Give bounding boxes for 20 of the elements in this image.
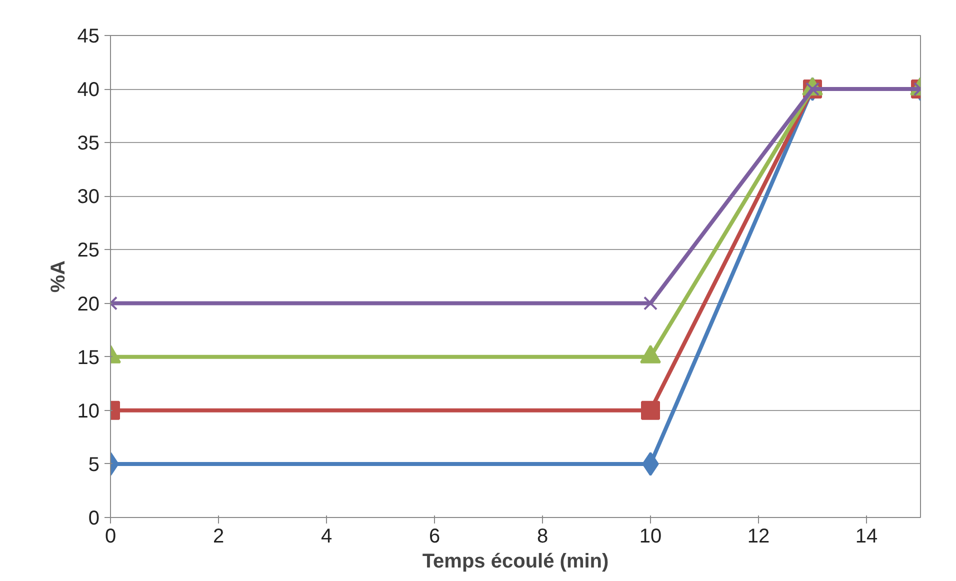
y-axis-title: %A [47, 260, 70, 293]
y-tick-label: 40 [77, 79, 100, 102]
y-tick-label: 30 [77, 186, 100, 208]
y-tick-label: 15 [77, 346, 100, 369]
x-tick-label: 8 [536, 526, 548, 548]
x-axis-title: Temps écoulé (min) [422, 550, 609, 572]
y-tick-label: 10 [77, 400, 100, 422]
x-tick-label: 0 [104, 526, 116, 548]
y-tick-label: 45 [77, 26, 100, 48]
x-tick-label: 2 [212, 526, 224, 548]
y-tick-label: 5 [88, 454, 100, 476]
y-tick-label: 35 [77, 132, 100, 155]
y-tick-label: 0 [88, 508, 100, 530]
x-tick-label: 12 [747, 526, 770, 548]
x-tick-label: 14 [855, 526, 878, 548]
y-tick-label: 20 [77, 293, 100, 316]
y-tick-label: 25 [77, 240, 100, 262]
x-tick-label: 10 [639, 526, 662, 548]
x-tick-label: 4 [320, 526, 332, 548]
x-tick-label: 6 [428, 526, 440, 548]
